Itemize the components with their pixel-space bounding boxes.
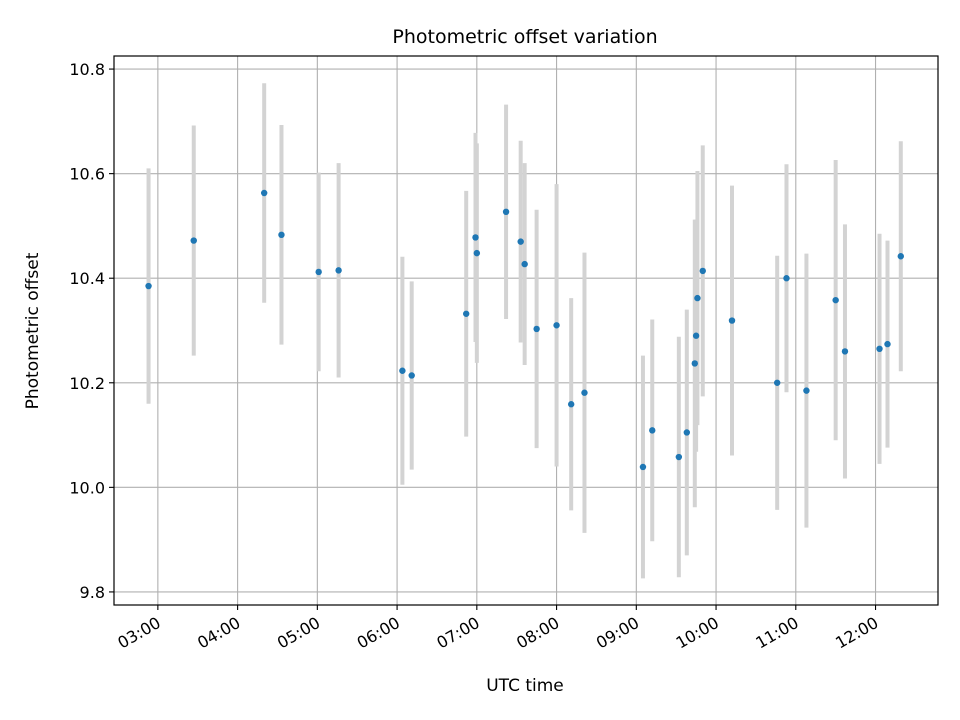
data-point xyxy=(692,332,700,339)
data-point xyxy=(884,340,891,348)
data-point xyxy=(553,322,560,329)
data-point xyxy=(260,189,268,197)
data-point xyxy=(841,348,849,355)
y-tick-label: 10.8 xyxy=(69,60,105,79)
chart-title: Photometric offset variation xyxy=(392,26,657,48)
data-point xyxy=(699,267,706,275)
data-point xyxy=(145,282,152,290)
data-point xyxy=(683,429,691,436)
data-point xyxy=(521,260,528,268)
data-point xyxy=(728,317,736,324)
data-point xyxy=(335,267,342,274)
data-points xyxy=(145,189,904,471)
y-axis-ticks: 9.8 10.0 10.2 10.4 10.6 10.8 xyxy=(69,60,114,602)
y-tick-label: 9.8 xyxy=(80,583,105,602)
y-axis-label: Photometric offset xyxy=(23,252,43,409)
plot-frame xyxy=(113,55,939,606)
data-point xyxy=(190,237,197,244)
data-point xyxy=(581,389,588,396)
data-point xyxy=(278,231,285,239)
data-point xyxy=(691,360,698,367)
data-point xyxy=(639,463,647,471)
data-point xyxy=(408,372,415,379)
data-point xyxy=(315,268,322,276)
data-point xyxy=(462,310,470,317)
data-point xyxy=(694,294,701,302)
data-point xyxy=(897,253,904,260)
data-point xyxy=(567,401,575,408)
y-tick-label: 10.2 xyxy=(69,374,105,393)
data-point xyxy=(399,367,406,374)
data-point xyxy=(533,325,540,333)
data-point xyxy=(803,387,810,394)
x-axis-label: UTC time xyxy=(486,676,564,696)
data-point xyxy=(649,427,656,434)
data-point xyxy=(502,208,510,216)
y-tick-label: 10.4 xyxy=(69,269,105,288)
data-point xyxy=(876,345,883,352)
data-point xyxy=(832,296,839,304)
y-tick-label: 10.0 xyxy=(69,478,105,497)
data-point xyxy=(783,275,790,282)
data-point xyxy=(517,238,524,245)
data-point xyxy=(773,379,781,386)
data-point xyxy=(675,453,683,461)
y-tick-label: 10.6 xyxy=(69,165,105,184)
data-point xyxy=(472,234,479,241)
data-point xyxy=(473,249,481,257)
